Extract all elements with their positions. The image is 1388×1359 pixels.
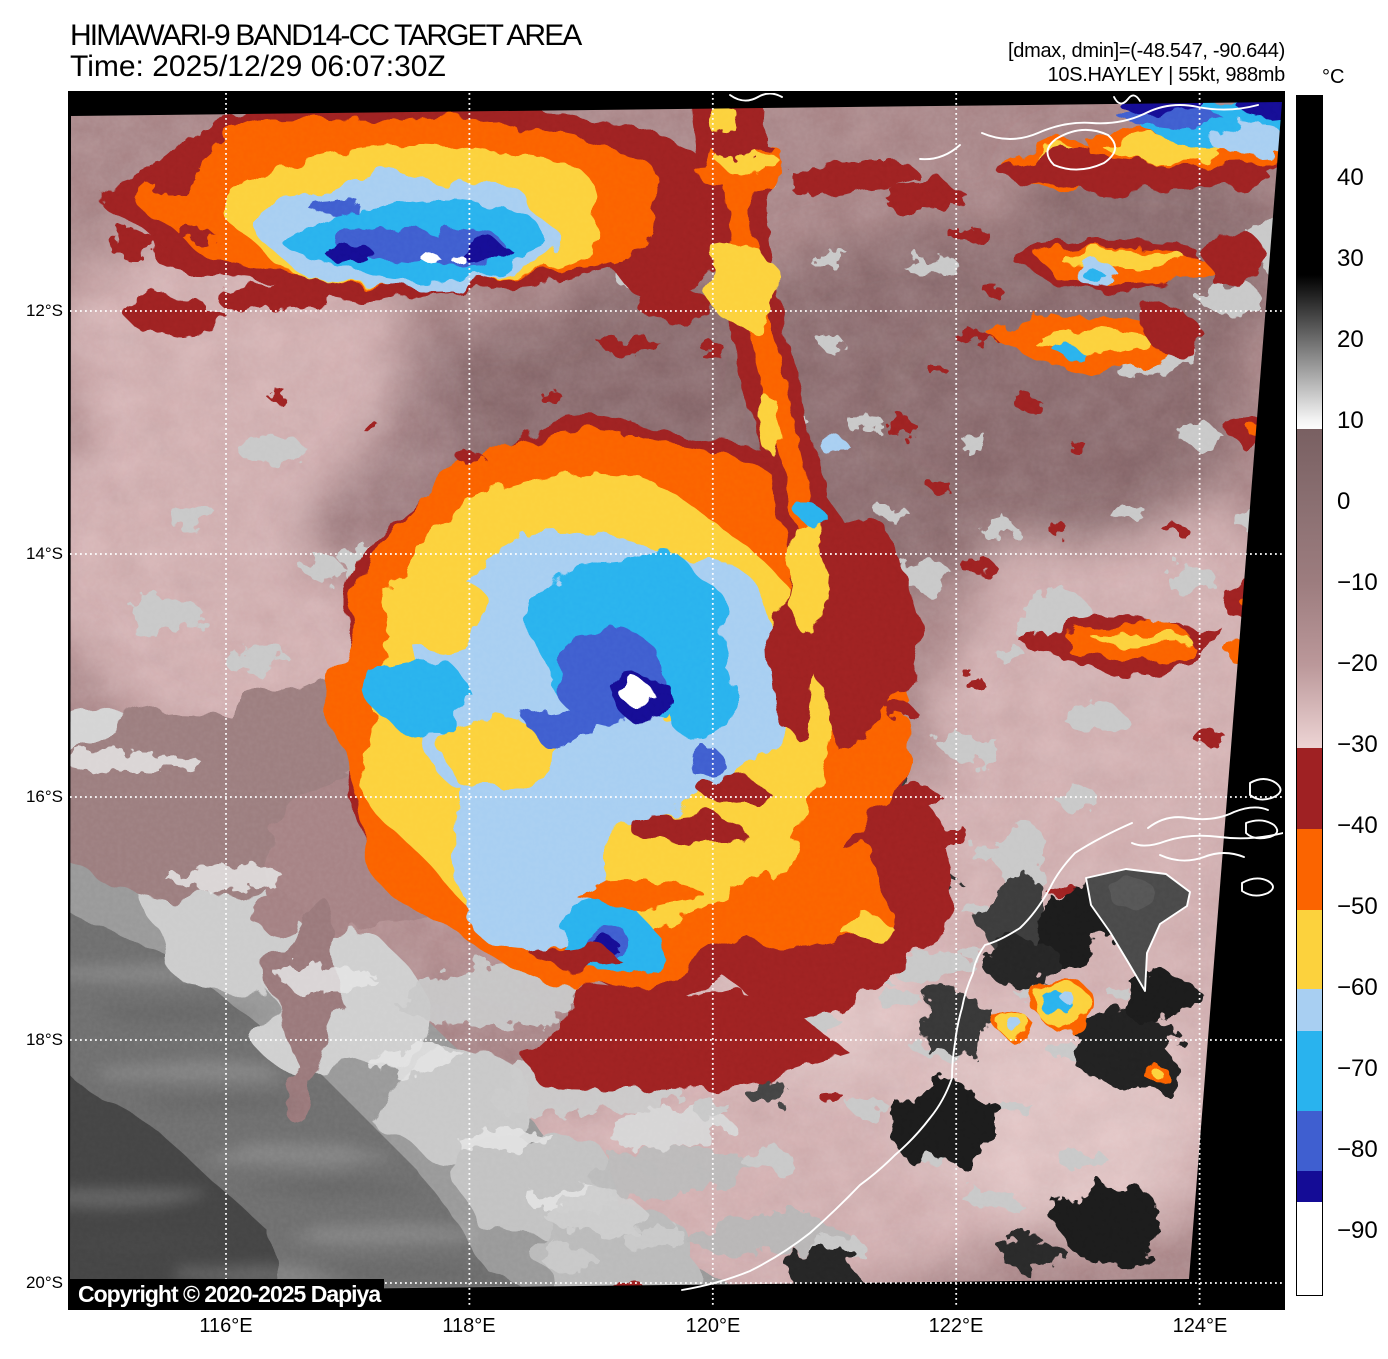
svg-text:Copyright © 2020-2025 Dapiya: Copyright © 2020-2025 Dapiya (78, 1281, 381, 1307)
